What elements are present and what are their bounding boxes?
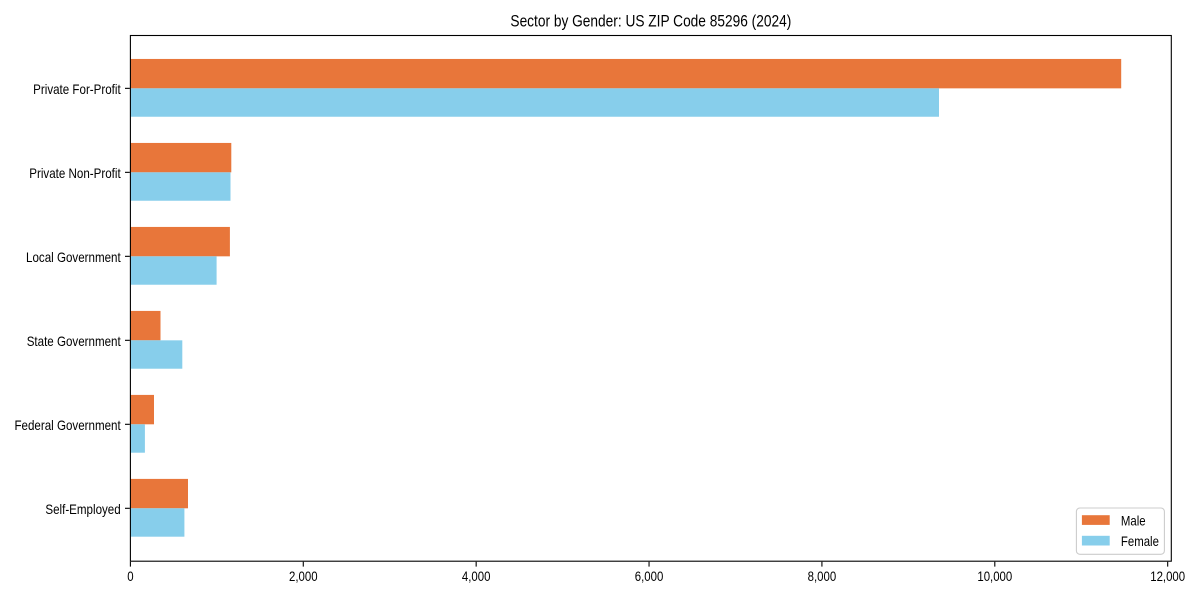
- svg-text:8,000: 8,000: [808, 568, 837, 584]
- svg-text:State Government: State Government: [27, 333, 121, 349]
- svg-text:Local Government: Local Government: [26, 249, 121, 265]
- svg-text:Female: Female: [1121, 533, 1159, 549]
- svg-text:6,000: 6,000: [635, 568, 664, 584]
- svg-text:12,000: 12,000: [1150, 568, 1185, 584]
- svg-text:0: 0: [127, 568, 134, 584]
- svg-text:2,000: 2,000: [289, 568, 318, 584]
- svg-text:Male: Male: [1121, 513, 1146, 529]
- svg-text:Private Non-Profit: Private Non-Profit: [29, 165, 121, 181]
- svg-text:Sector by Gender: US ZIP Code: Sector by Gender: US ZIP Code 85296 (202…: [510, 11, 791, 30]
- svg-text:Self-Employed: Self-Employed: [45, 501, 120, 517]
- svg-text:Private For-Profit: Private For-Profit: [33, 81, 121, 97]
- svg-text:10,000: 10,000: [977, 568, 1012, 584]
- svg-text:4,000: 4,000: [462, 568, 491, 584]
- svg-text:Federal Government: Federal Government: [14, 417, 120, 433]
